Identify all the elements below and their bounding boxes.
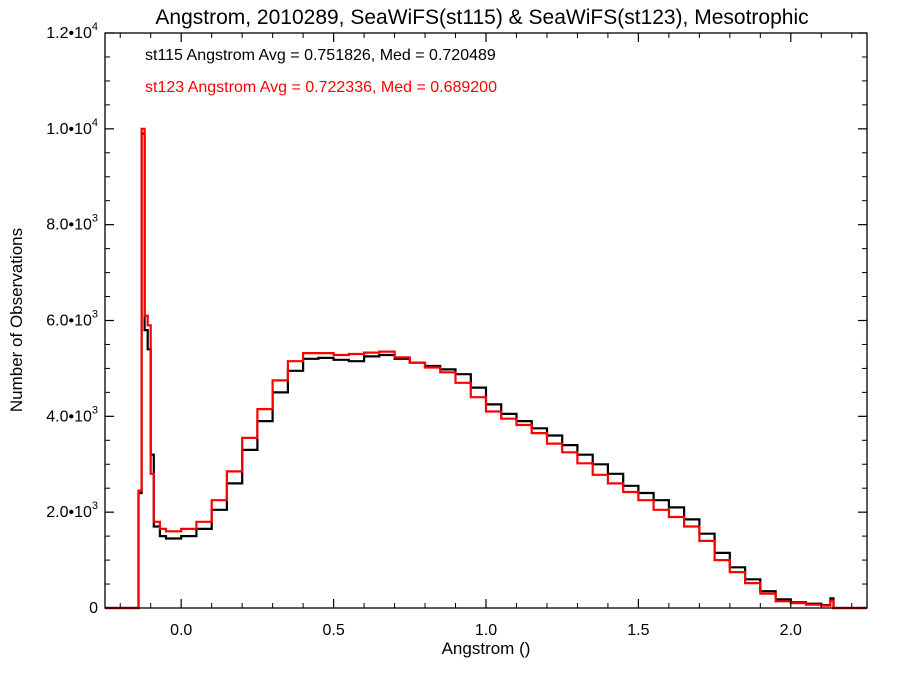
y-tick-mantissa: 4.0•10 [46,408,92,425]
y-tick-label: 4.0•103 [46,404,98,425]
y-tick-mantissa: 1.2•10 [46,25,92,42]
x-tick-label: 0.5 [322,622,344,639]
ticks-layer: 0.0 0.5 1.0 1.5 2.002.0•1034.0•1036.0•1038.0… [46,21,867,639]
y-tick-label: 1.0•104 [46,117,98,138]
x-tick-label: 1.0 [475,622,497,639]
series-layer [105,127,867,610]
x-axis-label: Angstrom () [442,639,531,658]
y-tick-exponent: 4 [92,21,98,33]
chart-title: Angstrom, 2010289, SeaWiFS(st115) & SeaW… [155,6,808,29]
y-tick-mantissa: 0 [89,600,98,617]
y-tick-exponent: 3 [92,213,98,225]
y-tick-exponent: 3 [92,404,98,416]
y-tick-exponent: 4 [92,117,98,129]
y-tick-label: 6.0•103 [46,309,98,330]
y-tick-exponent: 3 [92,309,98,321]
y-tick-label: 1.2•104 [46,21,98,42]
x-tick-label: 2.0 [780,622,802,639]
series-line-1 [105,127,867,610]
annotation-st123: st123 Angstrom Avg = 0.722336, Med = 0.6… [145,79,497,96]
y-tick-mantissa: 6.0•10 [46,313,92,330]
annotation-st115: st115 Angstrom Avg = 0.751826, Med = 0.7… [145,47,496,64]
y-tick-mantissa: 1.0•10 [46,121,92,138]
plot-frame [104,32,868,609]
x-tick-label: 0.0 [170,622,192,639]
y-axis-label: Number of Observations [7,228,26,412]
y-tick-mantissa: 8.0•10 [46,217,92,234]
y-tick-label: 0 [89,600,98,617]
y-tick-label: 8.0•103 [46,213,98,234]
series-line-0 [105,132,867,610]
y-tick-mantissa: 2.0•10 [46,504,92,521]
x-tick-label: 1.5 [627,622,649,639]
y-tick-label: 2.0•103 [46,500,98,521]
y-tick-exponent: 3 [92,500,98,512]
